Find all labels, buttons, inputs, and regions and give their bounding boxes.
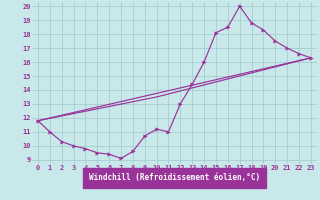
X-axis label: Windchill (Refroidissement éolien,°C): Windchill (Refroidissement éolien,°C) [89,173,260,182]
